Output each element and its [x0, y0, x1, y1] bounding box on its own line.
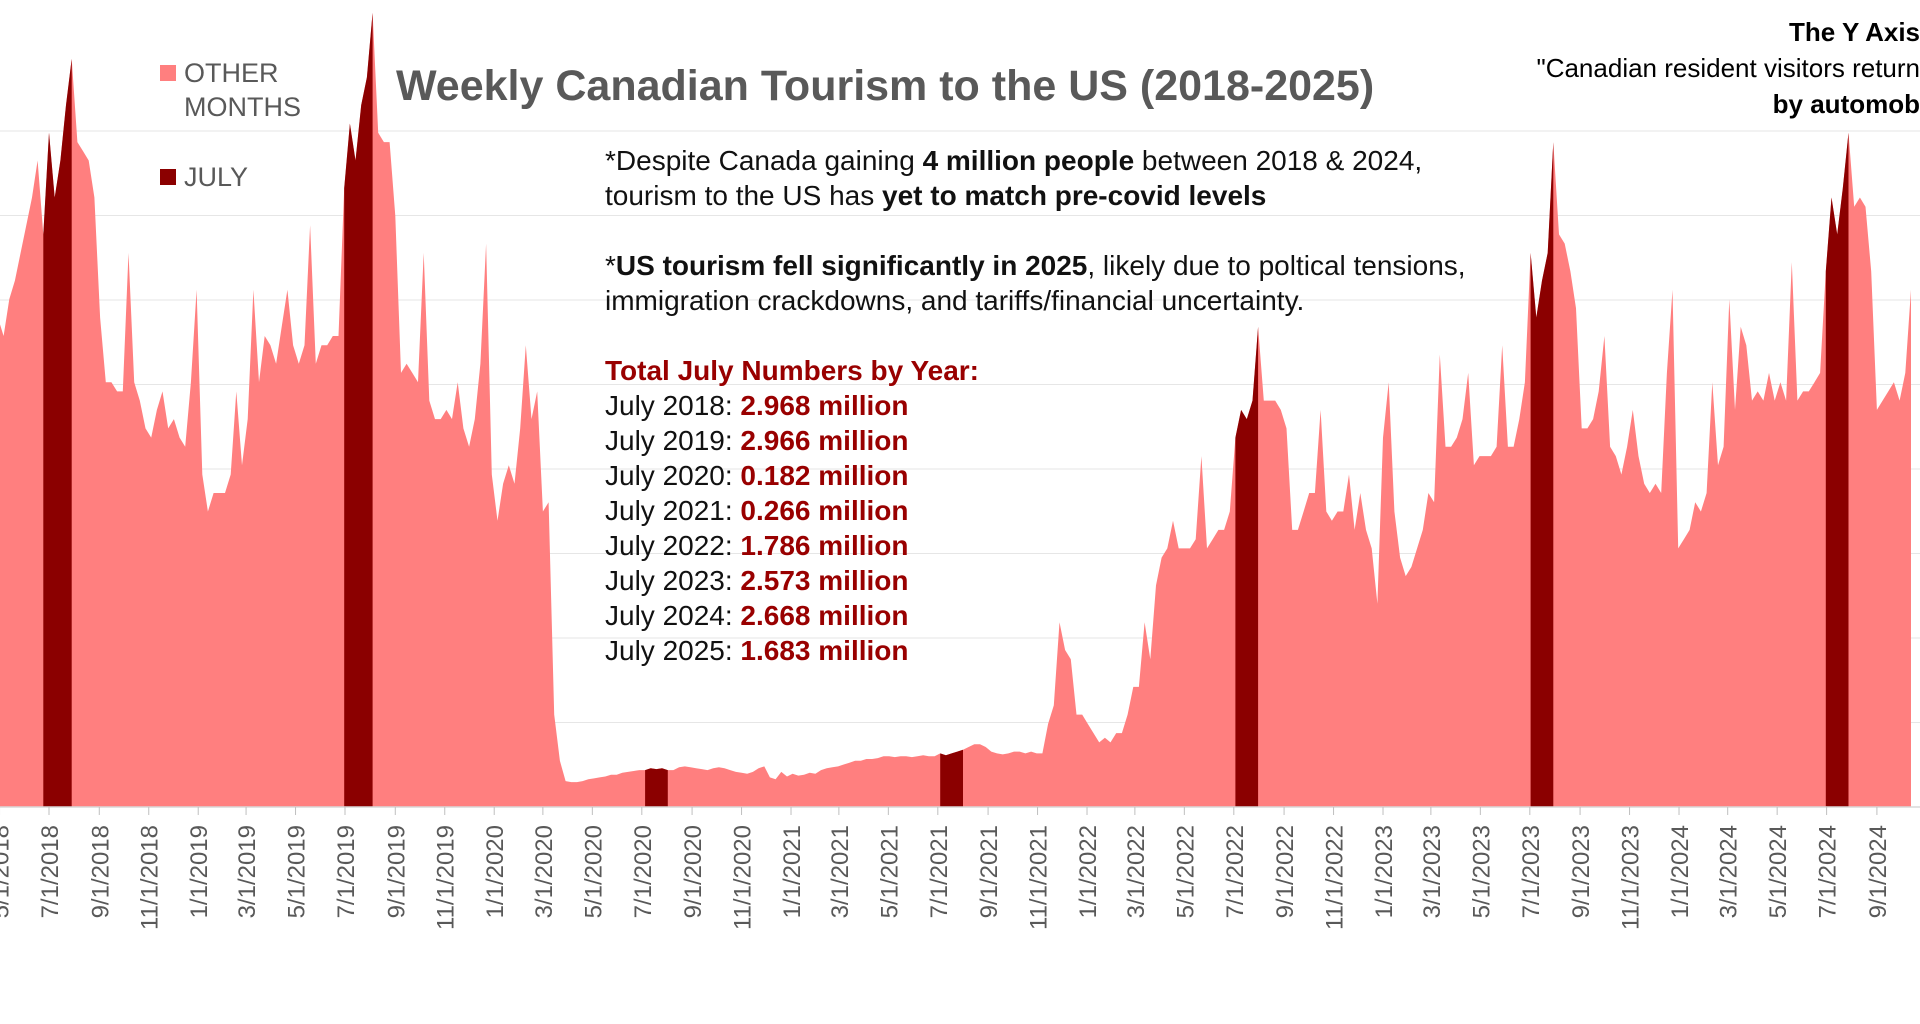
legend-label-july: JULY [184, 162, 249, 192]
x-tick-label: 5/1/2018 [0, 825, 15, 918]
note-line-1: *Despite Canada gaining 4 million people… [605, 145, 1423, 176]
july-total-row: July 2020: 0.182 million [605, 460, 909, 491]
series-area-july-2022 [1235, 326, 1259, 807]
legend-swatch-other [160, 65, 176, 81]
x-tick-label: 9/1/2022 [1272, 825, 1299, 918]
y-axis-note: The Y Axis "Canadian resident visitors r… [1536, 14, 1920, 122]
x-tick-label: 5/1/2024 [1765, 825, 1792, 918]
series-area-july-2024 [1825, 132, 1849, 808]
x-tick-label: 9/1/2024 [1865, 825, 1892, 918]
x-tick-label: 3/1/2019 [234, 825, 261, 918]
x-tick-label: 5/1/2019 [284, 825, 311, 918]
x-tick-label: 1/1/2023 [1371, 825, 1398, 918]
y-axis-note-line3: by automob [1772, 89, 1920, 119]
x-tick-label: 5/1/2021 [876, 825, 903, 918]
x-tick-label: 9/1/2020 [680, 825, 707, 918]
x-tick-label: 7/1/2018 [37, 825, 64, 918]
x-tick-label: 7/1/2022 [1222, 825, 1249, 918]
x-tick-label: 1/1/2022 [1075, 825, 1102, 918]
july-total-row: July 2025: 1.683 million [605, 635, 909, 666]
x-tick-label: 5/1/2022 [1172, 825, 1199, 918]
legend-label-other-2: MONTHS [184, 92, 301, 122]
x-tick-label: 9/1/2019 [383, 825, 410, 918]
july-total-row: July 2021: 0.266 million [605, 495, 909, 526]
x-axis: 5/1/2018 7/1/2018 9/1/2018 11/1/2018 1/1/201… [0, 806, 1920, 930]
x-tick-label: 11/1/2021 [1026, 825, 1053, 930]
x-tick-label: 1/1/2019 [186, 825, 213, 918]
x-tick-label: 7/1/2019 [333, 825, 360, 918]
x-tick-label: 7/1/2024 [1815, 825, 1842, 918]
series-area-july-2020 [645, 768, 668, 807]
x-tick-label: 9/1/2021 [976, 825, 1003, 918]
x-tick-label: 3/1/2024 [1716, 825, 1743, 918]
legend-item-other: OTHER MONTHS [160, 56, 301, 124]
july-total-row: July 2024: 2.668 million [605, 600, 909, 631]
x-tick-label: 11/1/2018 [137, 825, 164, 930]
note-line-4: immigration crackdowns, and tariffs/fina… [605, 285, 1305, 316]
x-tick-label: 9/1/2018 [87, 825, 114, 918]
series-area-july-2019 [344, 12, 373, 808]
x-tick-label: 3/1/2021 [827, 825, 854, 918]
x-tick-label: 9/1/2023 [1568, 825, 1595, 918]
x-tick-label: 3/1/2023 [1419, 825, 1446, 918]
legend-label-other-1: OTHER [184, 58, 279, 88]
series-area-july-2018 [43, 58, 72, 807]
note-line-2: tourism to the US has yet to match pre-c… [605, 180, 1267, 211]
x-tick-label: 7/1/2020 [630, 825, 657, 918]
july-totals-header: Total July Numbers by Year: [605, 355, 979, 386]
series-area-july-2023 [1530, 142, 1554, 808]
note-line-3: *US tourism fell significantly in 2025, … [605, 250, 1466, 281]
x-tick-label: 1/1/2021 [779, 825, 806, 918]
annotation-notes: *Despite Canada gaining 4 million people… [605, 143, 1466, 668]
series-area-july-2021 [940, 749, 963, 807]
x-tick-label: 5/1/2020 [580, 825, 607, 918]
july-totals-list: July 2018: 2.968 million July 2019: 2.966… [605, 388, 1466, 668]
y-axis-note-line1: The Y Axis [1788, 17, 1920, 47]
july-total-row: July 2018: 2.968 million [605, 390, 909, 421]
x-tick-label: 1/1/2020 [482, 825, 509, 918]
x-tick-label: 3/1/2020 [531, 825, 558, 918]
july-total-row: July 2022: 1.786 million [605, 530, 909, 561]
legend-item-july: JULY [160, 160, 248, 194]
july-total-row: July 2019: 2.966 million [605, 425, 909, 456]
x-tick-label: 11/1/2019 [433, 825, 460, 930]
legend-swatch-july [160, 169, 176, 185]
x-tick-label: 1/1/2024 [1667, 825, 1694, 918]
x-tick-label: 7/1/2023 [1518, 825, 1545, 918]
x-tick-label: 3/1/2022 [1123, 825, 1150, 918]
x-tick-label: 11/1/2022 [1322, 825, 1349, 930]
x-tick-label: 5/1/2023 [1468, 825, 1495, 918]
x-tick-label: 11/1/2020 [730, 825, 757, 930]
chart-title: Weekly Canadian Tourism to the US (2018-… [396, 62, 1375, 110]
y-axis-note-line2: "Canadian resident visitors return [1536, 53, 1920, 83]
x-tick-label: 11/1/2023 [1618, 825, 1645, 930]
series-area-other-months [0, 12, 1911, 807]
series-areas [0, 12, 1911, 808]
x-tick-label: 7/1/2021 [926, 825, 953, 918]
july-total-row: July 2023: 2.573 million [605, 565, 909, 596]
